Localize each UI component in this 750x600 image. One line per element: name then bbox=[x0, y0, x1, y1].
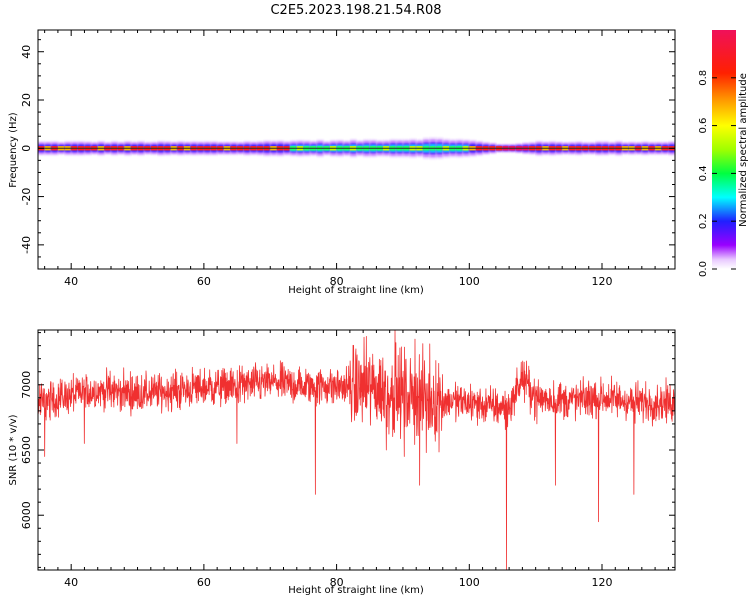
figure-title: C2E5.2023.198.21.54.R08 bbox=[270, 3, 441, 18]
spectrogram-y-tick-label: -40 bbox=[20, 236, 33, 254]
snr-x-tick-label: 80 bbox=[330, 576, 344, 589]
colorbar-tick-label: 0.6 bbox=[698, 118, 709, 134]
snr-y-tick-label: 6000 bbox=[20, 501, 33, 529]
spectrogram-x-tick-label: 120 bbox=[592, 275, 613, 288]
spectrogram-y-tick-label: 20 bbox=[20, 93, 33, 107]
snr-y-axis-label: SNR (10 * v/v) bbox=[8, 414, 19, 485]
spectrogram-x-tick-label: 80 bbox=[330, 275, 344, 288]
colorbar-tick-label: 0.2 bbox=[698, 213, 709, 229]
colorbar-tick-label: 0.4 bbox=[698, 165, 709, 181]
snr-panel: 40 60 80 100 120 6000 6500 7000 Height of stra… bbox=[8, 329, 676, 596]
spectrogram-x-tick-label: 60 bbox=[197, 275, 211, 288]
colorbar-tick-label: 0.0 bbox=[698, 261, 709, 277]
snr-x-ticks: 40 60 80 100 120 bbox=[44, 330, 669, 589]
spectrogram-image bbox=[38, 136, 675, 160]
colorbar-ticks: 0.0 0.2 0.4 0.6 0.8 bbox=[698, 70, 736, 277]
snr-x-tick-label: 40 bbox=[64, 576, 78, 589]
spectrogram-y-ticks: 40 20 0 -20 -40 bbox=[20, 39, 675, 270]
spectrogram-y-tick-label: 40 bbox=[20, 45, 33, 59]
snr-x-tick-label: 100 bbox=[459, 576, 480, 589]
spectrogram-x-axis-label: Height of straight line (km) bbox=[288, 285, 424, 296]
snr-y-tick-label: 7000 bbox=[20, 371, 33, 399]
colorbar-label: Normalized spectral amplitude bbox=[738, 73, 749, 227]
snr-y-tick-label: 6500 bbox=[20, 436, 33, 464]
snr-x-tick-label: 60 bbox=[197, 576, 211, 589]
snr-x-axis-label: Height of straight line (km) bbox=[288, 585, 424, 596]
spectrogram-x-ticks: 40 60 80 100 120 bbox=[44, 30, 669, 288]
spectrogram-axes-frame bbox=[37, 29, 676, 270]
colorbar-tick-label: 0.8 bbox=[698, 70, 709, 86]
spectrogram-x-tick-label: 40 bbox=[64, 275, 78, 288]
colorbar-gradient bbox=[712, 30, 736, 269]
snr-x-tick-label: 120 bbox=[592, 576, 613, 589]
spectrogram-y-tick-label: -20 bbox=[20, 188, 33, 206]
spectrogram-y-tick-label: 0 bbox=[20, 145, 33, 152]
snr-series-line bbox=[38, 330, 675, 570]
spectrogram-panel: 40 60 80 100 120 40 20 0 -20 -40 Height of strai… bbox=[8, 29, 676, 296]
snr-y-ticks: 6000 6500 7000 bbox=[20, 332, 675, 568]
spectrogram-y-axis-label: Frequency (Hz) bbox=[8, 112, 19, 188]
colorbar: 0.0 0.2 0.4 0.6 0.8 Normalized spectral ampl… bbox=[698, 30, 749, 277]
spectrogram-x-tick-label: 100 bbox=[459, 275, 480, 288]
